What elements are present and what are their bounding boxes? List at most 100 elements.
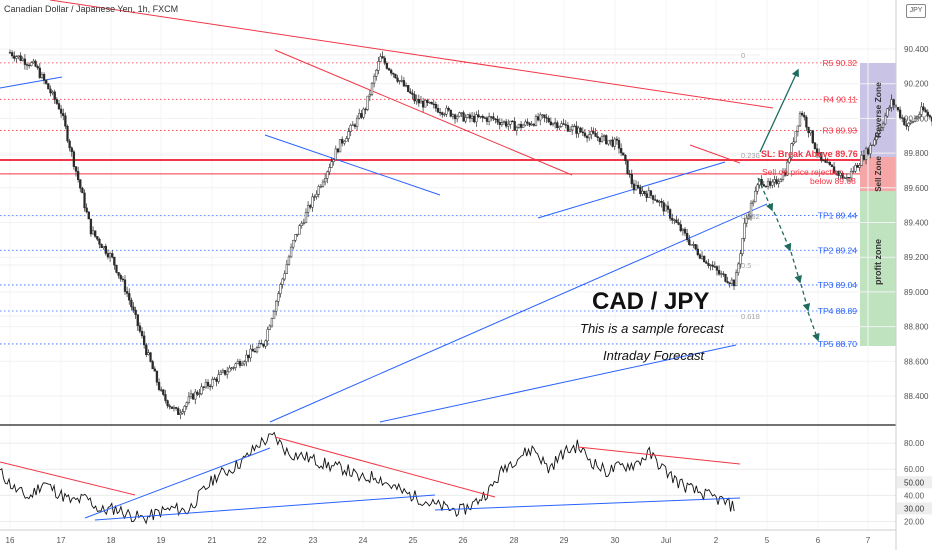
price-tick-label: 88.800 bbox=[904, 323, 929, 332]
trendlines bbox=[0, 0, 774, 423]
candle-body bbox=[583, 132, 587, 137]
candle-body bbox=[270, 317, 274, 327]
candle-body bbox=[168, 405, 171, 408]
candle-body bbox=[458, 112, 461, 117]
candle-body bbox=[79, 179, 82, 189]
candle-body bbox=[688, 239, 691, 245]
forecast-arrow bbox=[807, 311, 820, 342]
time-tick-label: 26 bbox=[459, 536, 468, 545]
rsi-highlight-bg bbox=[897, 502, 932, 515]
candle-body bbox=[257, 343, 261, 348]
candle-body bbox=[266, 329, 269, 342]
candle-body bbox=[656, 199, 659, 203]
candle-body bbox=[641, 190, 644, 194]
candle-body bbox=[28, 64, 31, 67]
candle-body bbox=[573, 125, 576, 128]
candle-body bbox=[317, 186, 320, 195]
candle-body bbox=[666, 205, 670, 210]
candle-body bbox=[564, 124, 567, 126]
candle-body bbox=[306, 205, 310, 213]
candle-body bbox=[151, 361, 154, 370]
candle-body bbox=[494, 118, 497, 120]
candle-body bbox=[424, 99, 427, 108]
candle-body bbox=[549, 121, 553, 126]
candle-body bbox=[364, 108, 367, 111]
time-tick-label: 19 bbox=[157, 536, 166, 545]
candle-body bbox=[215, 378, 218, 382]
candle-body bbox=[747, 215, 751, 219]
candle-body bbox=[106, 253, 110, 258]
candle-body bbox=[89, 218, 93, 235]
price-tick-label: 89.600 bbox=[904, 184, 929, 193]
candle-body bbox=[541, 114, 544, 116]
candle-body bbox=[236, 361, 239, 364]
candle-body bbox=[683, 228, 687, 234]
candle-body bbox=[800, 112, 804, 116]
level-label: R3 89.93 bbox=[823, 126, 858, 136]
candle-body bbox=[289, 246, 293, 258]
candle-body bbox=[651, 195, 655, 200]
candle-body bbox=[196, 391, 199, 395]
candle-body bbox=[898, 109, 902, 118]
candle-body bbox=[560, 123, 563, 127]
fib-label: 0.618 bbox=[741, 312, 760, 321]
candle-body bbox=[847, 176, 851, 179]
candle-body bbox=[55, 99, 58, 104]
candle-body bbox=[130, 299, 133, 308]
price-tick-label: 90.000 bbox=[904, 114, 929, 123]
candle-body bbox=[155, 370, 159, 383]
candle-body bbox=[796, 125, 800, 132]
candle-body bbox=[123, 279, 127, 292]
candle-body bbox=[741, 238, 744, 254]
candle-body bbox=[877, 130, 880, 137]
candle-body bbox=[794, 131, 797, 143]
candle-body bbox=[121, 278, 125, 281]
candle-body bbox=[125, 291, 129, 294]
candle-body bbox=[462, 112, 465, 122]
candle-body bbox=[617, 140, 621, 149]
trendline bbox=[49, 0, 774, 109]
candle-body bbox=[901, 117, 904, 119]
candle-body bbox=[72, 151, 76, 167]
candle-body bbox=[562, 123, 565, 125]
fib-label: 0.5 bbox=[741, 261, 751, 270]
time-tick-label: 30 bbox=[611, 536, 620, 545]
candle-body bbox=[381, 56, 384, 59]
candle-body bbox=[370, 82, 374, 95]
candle-body bbox=[475, 114, 478, 123]
candle-body bbox=[230, 367, 233, 369]
sell-zone-label: Sell Zone bbox=[874, 156, 883, 192]
candle-body bbox=[762, 184, 765, 187]
time-tick-label: 29 bbox=[560, 536, 569, 545]
price-tick-label: 88.600 bbox=[904, 357, 929, 366]
candle-body bbox=[728, 282, 731, 284]
candle-body bbox=[553, 122, 557, 124]
candle-body bbox=[522, 124, 525, 128]
time-tick-label: 24 bbox=[359, 536, 368, 545]
rsi-trendline bbox=[0, 461, 136, 496]
currency-badge[interactable]: JPY bbox=[906, 4, 926, 18]
candle-body bbox=[279, 284, 282, 294]
profit-zone-label: profit zone bbox=[873, 239, 883, 285]
candle-body bbox=[447, 107, 450, 111]
candle-body bbox=[649, 190, 653, 196]
candle-body bbox=[294, 234, 297, 241]
candle-body bbox=[845, 176, 849, 179]
candle-body bbox=[605, 135, 608, 145]
fib-label: 0.382 bbox=[741, 212, 760, 221]
candle-body bbox=[860, 154, 863, 166]
candle-body bbox=[38, 67, 41, 78]
candle-body bbox=[671, 218, 674, 221]
candle-body bbox=[434, 104, 438, 109]
candle-body bbox=[530, 123, 533, 126]
candle-body bbox=[234, 363, 237, 368]
candle-body bbox=[777, 181, 780, 184]
level-label: TP5 88.70 bbox=[818, 339, 857, 349]
candle-body bbox=[677, 222, 680, 225]
candle-body bbox=[209, 385, 212, 388]
rsi-trendline bbox=[434, 497, 741, 511]
candle-body bbox=[300, 222, 303, 227]
candle-body bbox=[820, 152, 823, 161]
time-tick-label: 2 bbox=[714, 536, 719, 545]
